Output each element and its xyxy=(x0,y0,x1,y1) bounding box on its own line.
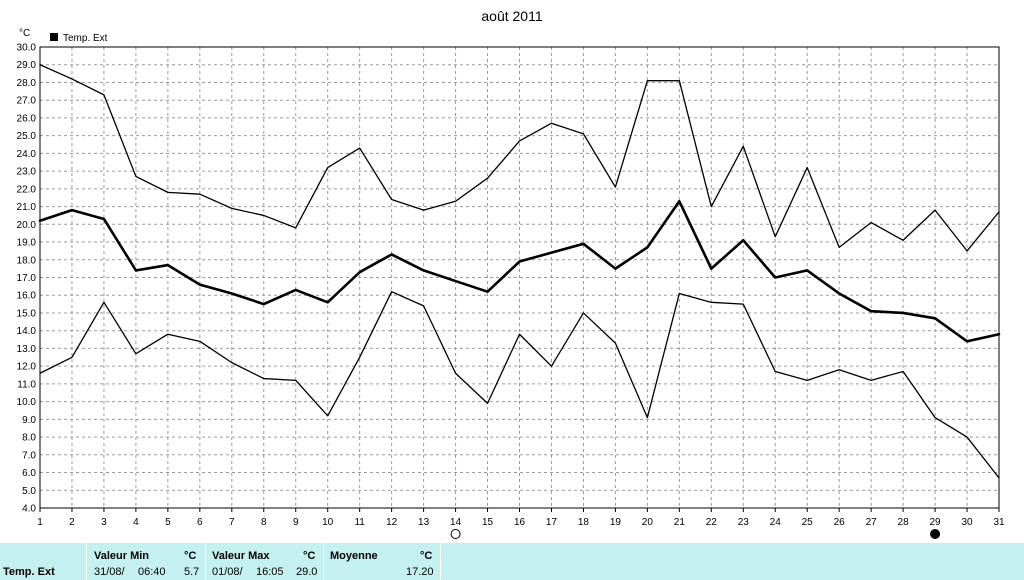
series-line-1 xyxy=(39,64,1000,252)
grid xyxy=(40,47,999,508)
min-value: 5.7 xyxy=(184,566,200,578)
y-axis-unit: °C xyxy=(19,28,30,39)
x-tick-label: 31 xyxy=(993,517,1005,528)
min-header: Valeur Min xyxy=(94,550,150,562)
legend-swatch xyxy=(50,33,58,41)
y-tick-label: 30.0 xyxy=(17,43,37,54)
x-tick-label: 6 xyxy=(197,517,203,528)
y-tick-label: 17.0 xyxy=(17,273,37,284)
x-tick-label: 24 xyxy=(770,517,782,528)
x-tick-label: 17 xyxy=(546,517,558,528)
y-tick-label: 26.0 xyxy=(17,113,37,124)
x-tick-label: 9 xyxy=(293,517,299,528)
summary-bar xyxy=(0,543,1024,580)
x-tick-label: 4 xyxy=(133,517,139,528)
x-tick-label: 25 xyxy=(802,517,814,528)
y-tick-label: 18.0 xyxy=(17,255,37,266)
y-tick-label: 28.0 xyxy=(17,78,37,89)
avg-value: 17.20 xyxy=(406,566,434,578)
summary-row-label: Temp. Ext xyxy=(3,566,55,578)
x-axis: 1 2 3 4 5 6 7 8 9 10 11 12 13 14 15 16 17 18 19 20 21 22 23 24 2… xyxy=(37,508,1005,528)
x-tick-label: 14 xyxy=(450,517,462,528)
y-tick-label: 22.0 xyxy=(17,184,37,195)
max-time: 16:05 xyxy=(256,566,284,578)
x-tick-label: 1 xyxy=(37,517,43,528)
x-tick-label: 7 xyxy=(229,517,235,528)
y-tick-label: 20.0 xyxy=(17,220,37,231)
y-tick-label: 4.0 xyxy=(22,504,36,515)
x-tick-label: 3 xyxy=(101,517,107,528)
min-date: 31/08/ xyxy=(94,566,125,578)
x-tick-label: 26 xyxy=(834,517,846,528)
chart-title: août 2011 xyxy=(481,8,542,24)
x-tick-label: 10 xyxy=(322,517,334,528)
x-tick-label: 27 xyxy=(866,517,878,528)
y-tick-label: 15.0 xyxy=(17,308,37,319)
x-tick-label: 5 xyxy=(165,517,171,528)
x-tick-label: 15 xyxy=(482,517,494,528)
max-header: Valeur Max xyxy=(212,550,270,562)
y-tick-label: 25.0 xyxy=(17,131,37,142)
moon-phase-markers xyxy=(450,529,941,539)
y-tick-label: 14.0 xyxy=(17,326,37,337)
y-tick-label: 10.0 xyxy=(17,397,37,408)
y-tick-label: 5.0 xyxy=(22,486,36,497)
min-unit: °C xyxy=(184,550,197,562)
x-tick-label: 8 xyxy=(261,517,267,528)
x-tick-label: 20 xyxy=(642,517,654,528)
x-tick-label: 16 xyxy=(514,517,526,528)
y-tick-label: 23.0 xyxy=(17,167,37,178)
x-tick-label: 2 xyxy=(69,517,75,528)
y-tick-label: 29.0 xyxy=(17,60,37,71)
y-tick-label: 8.0 xyxy=(22,433,36,444)
x-tick-label: 30 xyxy=(961,517,973,528)
y-tick-label: 11.0 xyxy=(17,379,36,390)
x-tick-label: 18 xyxy=(578,517,590,528)
x-tick-label: 22 xyxy=(706,517,718,528)
y-tick-label: 6.0 xyxy=(22,468,36,479)
moon-full-fill xyxy=(930,529,940,539)
x-tick-label: 28 xyxy=(898,517,910,528)
x-tick-label: 29 xyxy=(930,517,942,528)
y-axis: 4.0 5.0 6.0 7.0 8.0 9.0 10.0 11.0 12.0 13.0 14.0 15… xyxy=(17,43,37,515)
max-unit: °C xyxy=(303,550,316,562)
series-line-3 xyxy=(39,291,1000,479)
series-line-2 xyxy=(38,199,1001,343)
y-tick-label: 9.0 xyxy=(22,415,36,426)
x-tick-label: 13 xyxy=(418,517,430,528)
x-tick-label: 19 xyxy=(610,517,622,528)
y-tick-label: 27.0 xyxy=(17,96,37,107)
y-tick-label: 24.0 xyxy=(17,149,37,160)
temperature-chart: août 2011 °C Temp. Ext 4.0 5.0 6.0 7.0 8.0 9.… xyxy=(17,8,1005,539)
series-lines xyxy=(38,64,1001,479)
y-tick-label: 21.0 xyxy=(17,202,37,213)
y-tick-label: 13.0 xyxy=(17,344,37,355)
avg-header: Moyenne xyxy=(330,550,378,562)
x-tick-label: 21 xyxy=(674,517,686,528)
legend-label: Temp. Ext xyxy=(63,33,108,44)
y-tick-label: 16.0 xyxy=(17,291,37,302)
x-tick-label: 23 xyxy=(738,517,750,528)
x-tick-label: 11 xyxy=(354,517,365,528)
y-tick-label: 12.0 xyxy=(17,362,37,373)
y-tick-label: 7.0 xyxy=(22,450,36,461)
min-time: 06:40 xyxy=(138,566,166,578)
avg-unit: °C xyxy=(420,550,433,562)
moon-new-marker xyxy=(450,529,461,539)
x-tick-label: 12 xyxy=(386,517,398,528)
y-tick-label: 19.0 xyxy=(17,238,37,249)
max-value: 29.0 xyxy=(296,566,318,578)
max-date: 01/08/ xyxy=(212,566,243,578)
